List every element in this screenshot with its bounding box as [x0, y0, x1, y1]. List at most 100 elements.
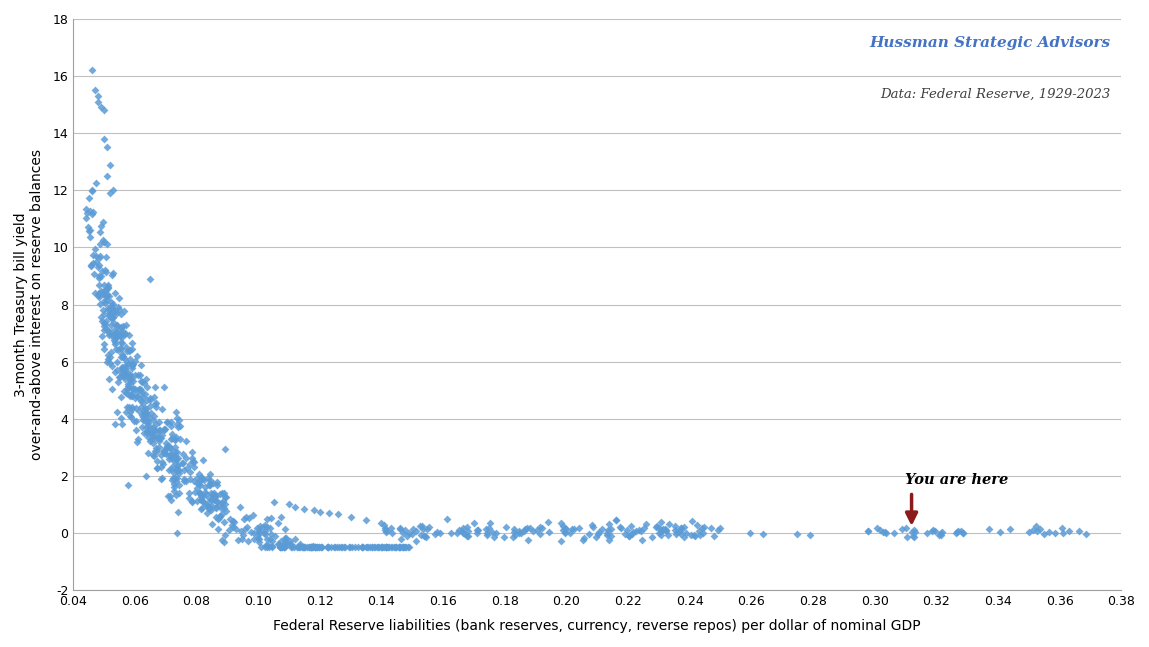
Point — [923, 526, 941, 536]
Point — [167, 407, 185, 417]
Point — [192, 472, 210, 482]
Point — [155, 382, 173, 392]
Point — [183, 496, 201, 506]
Point — [169, 422, 187, 432]
Point — [200, 477, 218, 488]
Point — [146, 425, 164, 435]
Point — [137, 406, 155, 417]
Point — [391, 542, 409, 553]
Point — [116, 366, 134, 376]
Point — [377, 542, 395, 553]
Point — [177, 476, 195, 487]
Point — [672, 523, 691, 533]
Point — [83, 209, 101, 219]
Point — [203, 490, 222, 500]
Point — [801, 530, 819, 540]
Point — [194, 491, 213, 501]
Point — [165, 482, 184, 492]
Point — [124, 386, 142, 397]
Point — [102, 329, 121, 339]
Point — [137, 404, 155, 414]
Point — [330, 542, 348, 553]
Point — [674, 532, 693, 542]
Point — [101, 296, 119, 307]
Point — [201, 474, 219, 485]
Point — [533, 523, 552, 533]
Point — [552, 518, 570, 529]
Point — [602, 531, 620, 541]
Point — [191, 488, 209, 498]
Point — [82, 259, 100, 270]
Point — [97, 285, 115, 296]
Point — [393, 542, 411, 553]
Point — [897, 532, 916, 542]
Point — [893, 524, 911, 534]
Point — [387, 542, 406, 553]
Point — [118, 356, 137, 367]
Point — [378, 525, 396, 536]
Point — [208, 497, 226, 507]
Point — [563, 524, 581, 534]
Point — [153, 404, 171, 414]
Point — [415, 523, 433, 534]
Point — [109, 377, 128, 388]
Point — [170, 468, 188, 478]
Point — [250, 520, 269, 531]
Point — [373, 542, 392, 553]
Point — [128, 391, 146, 401]
Point — [391, 523, 409, 533]
Point — [607, 515, 625, 525]
Point — [955, 528, 973, 538]
Point — [271, 536, 290, 546]
Point — [103, 312, 122, 322]
Point — [271, 542, 290, 553]
Point — [123, 391, 141, 401]
Point — [510, 527, 529, 538]
Point — [554, 521, 572, 532]
Point — [122, 411, 140, 422]
Point — [213, 498, 231, 508]
Point — [141, 393, 160, 403]
Point — [97, 252, 115, 263]
Point — [300, 542, 318, 553]
Point — [353, 542, 371, 553]
Point — [168, 413, 186, 424]
Point — [1054, 527, 1072, 538]
Point — [182, 466, 200, 477]
Point — [85, 269, 103, 279]
Point — [552, 536, 570, 546]
Point — [520, 523, 539, 533]
Point — [139, 426, 157, 436]
Point — [141, 395, 160, 405]
Point — [162, 450, 180, 460]
Point — [304, 541, 323, 551]
Point — [650, 527, 669, 538]
Point — [98, 357, 116, 367]
Point — [607, 515, 625, 525]
Point — [431, 528, 449, 538]
Point — [121, 375, 139, 385]
Point — [589, 529, 608, 539]
Point — [98, 291, 116, 302]
Point — [648, 521, 666, 531]
Point — [395, 542, 414, 553]
Point — [177, 435, 195, 446]
Point — [694, 528, 712, 538]
Point — [149, 427, 168, 437]
Point — [593, 523, 611, 534]
Point — [231, 501, 249, 512]
Point — [147, 398, 165, 408]
Point — [173, 449, 192, 459]
Point — [311, 542, 330, 553]
Point — [132, 385, 151, 395]
Point — [100, 327, 118, 338]
Text: Hussman Strategic Advisors: Hussman Strategic Advisors — [870, 36, 1111, 50]
Point — [167, 490, 185, 500]
Point — [152, 450, 170, 461]
Point — [904, 531, 923, 541]
Point — [375, 520, 393, 531]
Point — [1046, 528, 1064, 538]
Point — [92, 286, 110, 296]
Point — [93, 289, 111, 299]
Point — [177, 453, 195, 463]
